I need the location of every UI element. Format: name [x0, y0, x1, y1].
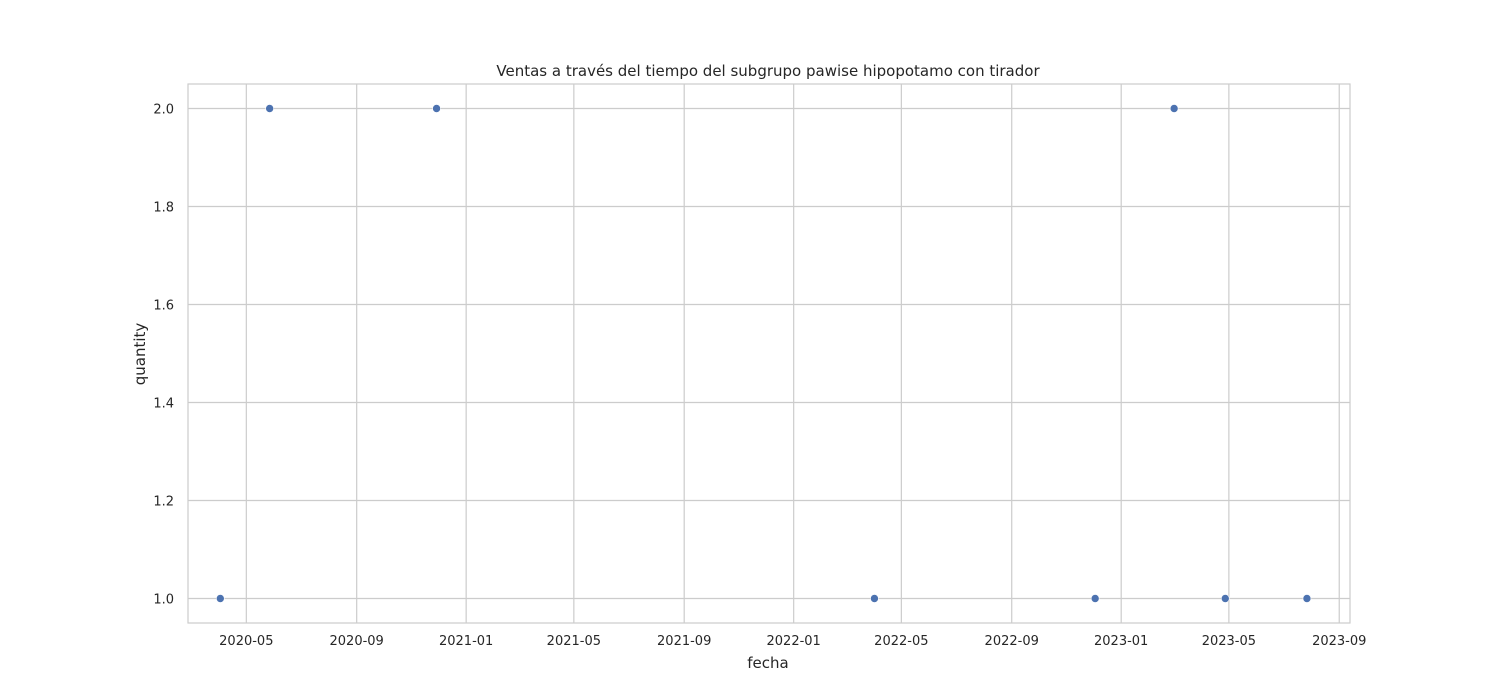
data-point [265, 104, 274, 113]
x-tick-label: 2023-05 [1202, 634, 1256, 649]
y-tick-label: 2.0 [153, 103, 174, 118]
x-tick-label: 2022-01 [767, 634, 821, 649]
data-point [1090, 594, 1100, 603]
x-tick-label: 2022-05 [874, 634, 928, 649]
x-tick-label: 2023-01 [1094, 634, 1148, 649]
data-point [432, 104, 441, 113]
grid [188, 84, 1350, 623]
x-tick-label: 2020-09 [330, 634, 384, 649]
y-tick-labels: 1.0 1.2 1.4 1.6 1.8 2.0 [153, 103, 174, 608]
y-tick-label: 1.6 [153, 299, 174, 314]
data-point [1220, 594, 1230, 603]
data-point [1169, 104, 1179, 113]
x-tick-labels: 2020-05 2020-09 2021-01 2021-05 2021-09 2022-… [219, 634, 1366, 649]
y-tick-label: 1.4 [153, 397, 174, 412]
data-points [216, 104, 1312, 603]
x-tick-label: 2020-05 [219, 634, 273, 649]
x-tick-label: 2021-09 [657, 634, 711, 649]
plot-frame [187, 83, 1351, 624]
y-tick-label: 1.8 [153, 201, 174, 216]
x-tick-label: 2021-05 [547, 634, 601, 649]
y-axis-label: quantity [131, 323, 149, 386]
data-point [1302, 594, 1312, 603]
y-tick-label: 1.0 [153, 593, 174, 608]
data-point [216, 594, 225, 603]
x-tick-label: 2021-01 [439, 634, 493, 649]
x-tick-label: 2022-09 [985, 634, 1039, 649]
chart-title: Ventas a través del tiempo del subgrupo … [496, 62, 1040, 80]
x-tick-label: 2023-09 [1312, 634, 1366, 649]
y-tick-label: 1.2 [153, 495, 174, 510]
x-axis-label: fecha [747, 654, 788, 672]
data-point [870, 594, 879, 603]
